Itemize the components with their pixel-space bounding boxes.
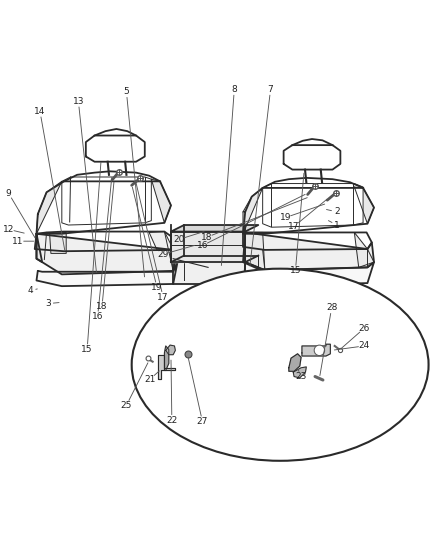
Polygon shape — [293, 367, 306, 378]
Polygon shape — [35, 231, 180, 251]
Polygon shape — [36, 262, 177, 286]
Polygon shape — [151, 179, 171, 223]
Polygon shape — [49, 232, 66, 253]
Text: 22: 22 — [166, 416, 177, 425]
Polygon shape — [36, 234, 42, 262]
Polygon shape — [86, 135, 145, 161]
Polygon shape — [36, 181, 171, 234]
Text: 4: 4 — [28, 286, 33, 295]
Polygon shape — [284, 145, 340, 169]
Text: 24: 24 — [358, 342, 370, 351]
Text: 15: 15 — [81, 345, 93, 354]
Polygon shape — [36, 234, 180, 274]
Polygon shape — [171, 231, 245, 262]
Polygon shape — [302, 344, 330, 356]
Polygon shape — [173, 262, 245, 284]
Text: 9: 9 — [6, 189, 11, 198]
Polygon shape — [243, 232, 374, 271]
Text: 3: 3 — [45, 299, 51, 308]
Polygon shape — [354, 187, 374, 224]
Text: 18: 18 — [201, 233, 212, 242]
Ellipse shape — [132, 269, 428, 461]
Text: 7: 7 — [268, 85, 273, 94]
Text: 28: 28 — [326, 303, 337, 312]
Polygon shape — [171, 225, 258, 231]
Text: 14: 14 — [34, 107, 46, 116]
Text: 23: 23 — [295, 372, 307, 381]
Polygon shape — [354, 232, 374, 268]
Polygon shape — [62, 177, 151, 225]
Polygon shape — [243, 188, 374, 234]
Polygon shape — [244, 232, 265, 270]
Polygon shape — [164, 346, 169, 370]
Text: 26: 26 — [358, 324, 370, 333]
Polygon shape — [149, 231, 173, 250]
Polygon shape — [158, 354, 175, 379]
Text: 13: 13 — [73, 97, 84, 106]
Text: 1: 1 — [334, 221, 340, 230]
Text: 25: 25 — [121, 401, 132, 410]
Text: 18: 18 — [96, 302, 108, 311]
Text: 11: 11 — [12, 237, 24, 246]
Circle shape — [314, 345, 325, 356]
Text: 20: 20 — [173, 235, 184, 244]
Polygon shape — [244, 262, 374, 286]
Text: 15: 15 — [290, 266, 301, 276]
Text: 17: 17 — [288, 222, 300, 231]
Text: 17: 17 — [157, 293, 169, 302]
Polygon shape — [289, 354, 301, 372]
Text: 19: 19 — [151, 283, 163, 292]
Text: 27: 27 — [197, 417, 208, 426]
Text: 8: 8 — [231, 85, 237, 94]
Polygon shape — [243, 188, 263, 234]
Polygon shape — [166, 345, 175, 354]
Polygon shape — [36, 181, 62, 234]
Polygon shape — [263, 183, 363, 227]
Text: 16: 16 — [92, 312, 103, 321]
Text: 2: 2 — [334, 207, 340, 216]
Text: 16: 16 — [197, 241, 208, 250]
Text: 21: 21 — [145, 375, 155, 384]
Text: 19: 19 — [279, 213, 291, 222]
Polygon shape — [243, 232, 372, 250]
Text: 12: 12 — [3, 225, 14, 234]
Text: 29: 29 — [157, 250, 169, 259]
Text: 5: 5 — [124, 87, 129, 96]
